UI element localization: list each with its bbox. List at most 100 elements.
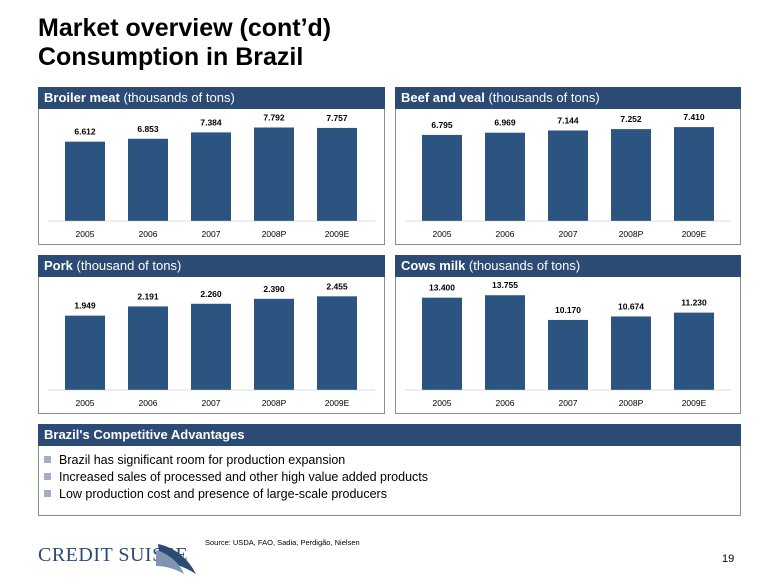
x-tick-label: 2005 xyxy=(433,398,452,408)
bar xyxy=(254,298,294,390)
data-label: 2.390 xyxy=(263,284,285,294)
page-number: 19 xyxy=(722,553,735,565)
data-label: 7.384 xyxy=(200,117,222,127)
panel-title-bold: Pork xyxy=(44,258,73,273)
square-bullet-icon xyxy=(44,456,51,463)
data-label: 2.455 xyxy=(326,281,348,291)
data-label: 2.260 xyxy=(200,289,222,299)
x-tick-label: 2005 xyxy=(76,229,95,239)
pork-chart: 1.949 2005 2.191 2006 2.260 2007 2.390 2008P 2.4… xyxy=(48,281,375,408)
data-label: 13.400 xyxy=(429,283,455,293)
bar xyxy=(65,141,105,221)
x-tick-label: 2006 xyxy=(139,398,158,408)
x-tick-label: 2008P xyxy=(262,398,287,408)
title-line-1: Market overview (cont’d) xyxy=(38,14,332,42)
bar xyxy=(317,127,357,221)
data-label: 7.410 xyxy=(683,112,705,122)
x-tick-label: 2005 xyxy=(433,229,452,239)
bar xyxy=(65,315,105,390)
x-tick-label: 2007 xyxy=(559,398,578,408)
data-label: 10.170 xyxy=(555,305,581,315)
panel-title-unit: (thousands of tons) xyxy=(119,90,235,105)
x-tick-label: 2008P xyxy=(262,229,287,239)
data-label: 2.191 xyxy=(137,291,159,301)
x-tick-label: 2007 xyxy=(202,398,221,408)
bar xyxy=(422,134,462,221)
data-label: 6.612 xyxy=(74,127,96,137)
data-label: 7.792 xyxy=(263,112,285,122)
bar xyxy=(548,130,588,221)
competitive-advantages-panel: Brazil's Competitive Advantages Brazil h… xyxy=(38,424,741,516)
data-label: 11.230 xyxy=(681,298,707,308)
data-label: 7.757 xyxy=(326,113,348,123)
x-tick-label: 2009E xyxy=(682,229,707,239)
bar xyxy=(128,138,168,221)
bar xyxy=(548,319,588,390)
data-label: 7.252 xyxy=(620,114,642,124)
x-tick-label: 2009E xyxy=(325,229,350,239)
x-tick-label: 2007 xyxy=(202,229,221,239)
panel-title-bold: Beef and veal xyxy=(401,90,485,105)
x-tick-label: 2009E xyxy=(682,398,707,408)
panel-title-unit: (thousand of tons) xyxy=(72,258,182,273)
cows-milk-chart: 13.400 2005 13.755 2006 10.170 2007 10.674 2008… xyxy=(405,280,731,408)
page-title: Market overview (cont’d) Consumption in … xyxy=(38,14,331,72)
data-label: 1.949 xyxy=(74,301,96,311)
credit-suisse-logo: CREDIT SUISSE xyxy=(38,538,198,578)
bar xyxy=(191,303,231,390)
source-note: Source: USDA, FAO, Sadia, Perdigão, Niel… xyxy=(205,538,360,547)
bar xyxy=(485,132,525,221)
bar xyxy=(674,127,714,221)
list-item: Low production cost and presence of larg… xyxy=(44,486,428,503)
beef-and-veal-panel: Beef and veal (thousands of tons) 6.795 2… xyxy=(395,87,741,245)
title-line-2: Consumption in Brazil xyxy=(38,43,304,71)
bar xyxy=(422,297,462,390)
list-item: Increased sales of processed and other h… xyxy=(44,469,428,486)
data-label: 13.755 xyxy=(492,280,518,290)
advantages-list: Brazil has significant room for producti… xyxy=(44,452,428,503)
data-label: 6.795 xyxy=(431,120,453,130)
bar xyxy=(611,129,651,221)
panel-title-unit: (thousands of tons) xyxy=(465,258,581,273)
pork-panel: Pork (thousand of tons) 1.949 2005 2.191 20… xyxy=(38,255,385,414)
x-tick-label: 2007 xyxy=(559,229,578,239)
beef-and-veal-chart: 6.795 2005 6.969 2006 7.144 2007 7.252 2008P 7.4… xyxy=(405,112,731,239)
panel-header: Cows milk (thousands of tons) xyxy=(395,255,741,277)
bar xyxy=(611,316,651,390)
x-tick-label: 2006 xyxy=(496,398,515,408)
x-tick-label: 2006 xyxy=(496,229,515,239)
x-tick-label: 2008P xyxy=(619,398,644,408)
panel-header: Broiler meat (thousands of tons) xyxy=(38,87,385,109)
panel-header: Brazil's Competitive Advantages xyxy=(38,424,741,446)
bar xyxy=(191,132,231,221)
x-tick-label: 2005 xyxy=(76,398,95,408)
panel-header: Beef and veal (thousands of tons) xyxy=(395,87,741,109)
data-label: 7.144 xyxy=(557,115,579,125)
sail-logo-icon xyxy=(156,544,196,574)
cows-milk-panel: Cows milk (thousands of tons) 13.400 2005… xyxy=(395,255,741,414)
list-item-text: Increased sales of processed and other h… xyxy=(59,470,428,484)
bar xyxy=(485,295,525,390)
square-bullet-icon xyxy=(44,473,51,480)
broiler-meat-chart: 6.612 2005 6.853 2006 7.384 2007 7.792 2008P 7.7… xyxy=(48,112,375,239)
list-item-text: Brazil has significant room for producti… xyxy=(59,453,346,467)
list-item-text: Low production cost and presence of larg… xyxy=(59,487,387,501)
data-label: 6.853 xyxy=(137,124,159,134)
square-bullet-icon xyxy=(44,490,51,497)
panel-header: Pork (thousand of tons) xyxy=(38,255,385,277)
broiler-meat-panel: Broiler meat (thousands of tons) 6.612 20… xyxy=(38,87,385,245)
x-tick-label: 2006 xyxy=(139,229,158,239)
data-label: 10.674 xyxy=(618,301,644,311)
data-label: 6.969 xyxy=(494,118,516,128)
logo-text: CREDIT SUISSE xyxy=(38,544,189,566)
bar xyxy=(674,312,714,390)
bar xyxy=(254,127,294,221)
panel-title-bold: Cows milk xyxy=(401,258,466,273)
list-item: Brazil has significant room for producti… xyxy=(44,452,428,469)
panel-title-bold: Broiler meat xyxy=(44,90,120,105)
bar xyxy=(317,296,357,390)
x-tick-label: 2009E xyxy=(325,398,350,408)
panel-title: Brazil's Competitive Advantages xyxy=(44,427,245,442)
panel-title-unit: (thousands of tons) xyxy=(484,90,600,105)
x-tick-label: 2008P xyxy=(619,229,644,239)
